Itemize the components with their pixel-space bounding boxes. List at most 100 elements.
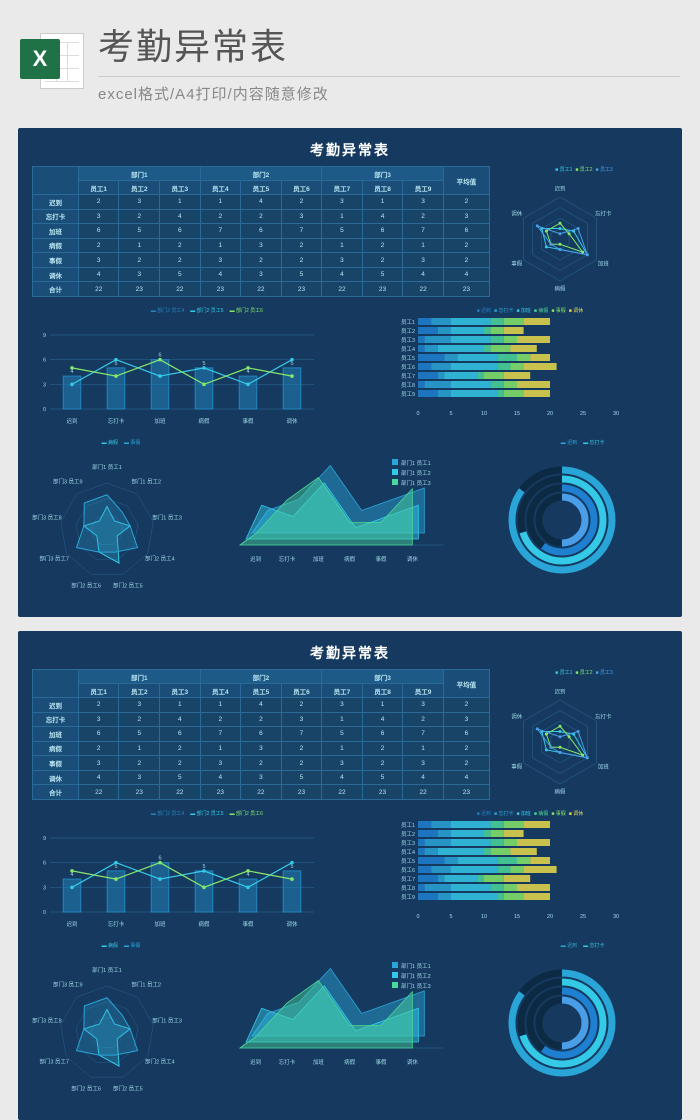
svg-text:25: 25 bbox=[580, 411, 586, 417]
svg-text:部门2 员工4: 部门2 员工4 bbox=[145, 555, 175, 563]
svg-text:员工3: 员工3 bbox=[401, 840, 415, 847]
svg-text:员工1: 员工1 bbox=[401, 319, 415, 326]
svg-text:部门3 员工8: 部门3 员工8 bbox=[32, 513, 62, 521]
svg-text:事假: 事假 bbox=[376, 555, 388, 563]
svg-text:5: 5 bbox=[202, 361, 205, 367]
dashboard-panel: 考勤异常表部门1部门2部门3平均值员工1员工2员工3员工4员工5员工6员工7员工… bbox=[18, 128, 682, 617]
svg-text:员工7: 员工7 bbox=[401, 876, 415, 883]
svg-text:5: 5 bbox=[114, 361, 117, 367]
svg-text:15: 15 bbox=[514, 411, 520, 417]
svg-text:员工2: 员工2 bbox=[401, 328, 415, 335]
svg-text:加班: 加班 bbox=[598, 762, 610, 770]
svg-text:忘打卡: 忘打卡 bbox=[108, 920, 125, 928]
svg-text:4: 4 bbox=[246, 369, 249, 375]
svg-text:加班: 加班 bbox=[313, 1058, 325, 1066]
svg-text:部门3 员工7: 部门3 员工7 bbox=[39, 555, 69, 563]
svg-text:部门1 员工1: 部门1 员工1 bbox=[92, 463, 122, 471]
svg-text:迟到: 迟到 bbox=[66, 920, 77, 928]
svg-text:部门1 员工2: 部门1 员工2 bbox=[131, 477, 161, 485]
svg-text:部门2 员工5: 部门2 员工5 bbox=[113, 1084, 143, 1092]
svg-text:调休: 调休 bbox=[407, 555, 419, 563]
svg-text:20: 20 bbox=[547, 914, 553, 920]
svg-text:加班: 加班 bbox=[313, 555, 325, 563]
svg-text:病假: 病假 bbox=[198, 920, 210, 928]
svg-text:员工6: 员工6 bbox=[401, 364, 415, 371]
svg-text:20: 20 bbox=[547, 411, 553, 417]
svg-text:事假: 事假 bbox=[376, 1058, 388, 1066]
svg-text:部门1 员工1: 部门1 员工1 bbox=[401, 962, 431, 970]
svg-text:部门1 员工3: 部门1 员工3 bbox=[401, 479, 431, 487]
donut-chart: 迟到忘打卡 bbox=[497, 942, 668, 1084]
area-3d-chart: 迟到忘打卡加班病假事假调休部门1 员工1部门1 员工2部门1 员工3 bbox=[220, 439, 487, 571]
svg-text:员工3: 员工3 bbox=[401, 337, 415, 344]
svg-text:调休: 调休 bbox=[511, 712, 523, 720]
svg-text:部门2 员工6: 部门2 员工6 bbox=[71, 1084, 101, 1092]
excel-icon: X bbox=[20, 29, 84, 93]
radar-filled-chart: 病假事假部门1 员工1部门1 员工2部门1 员工3部门2 员工4部门2 员工5部… bbox=[32, 439, 210, 601]
svg-text:加班: 加班 bbox=[154, 920, 166, 928]
svg-text:加班: 加班 bbox=[154, 417, 166, 425]
svg-text:调休: 调休 bbox=[511, 209, 523, 217]
svg-text:调休: 调休 bbox=[286, 920, 298, 928]
svg-text:员工1: 员工1 bbox=[401, 822, 415, 829]
svg-text:调休: 调休 bbox=[286, 417, 298, 425]
svg-text:0: 0 bbox=[43, 910, 46, 916]
svg-text:病假: 病假 bbox=[198, 417, 210, 425]
svg-text:部门3 员工9: 部门3 员工9 bbox=[53, 980, 83, 988]
svg-text:忘打卡: 忘打卡 bbox=[595, 712, 612, 720]
svg-text:部门2 员工5: 部门2 员工5 bbox=[113, 581, 143, 589]
svg-text:部门1 员工2: 部门1 员工2 bbox=[401, 972, 431, 980]
dashboard-title: 考勤异常表 bbox=[32, 140, 668, 160]
svg-text:部门1 员工3: 部门1 员工3 bbox=[152, 513, 182, 521]
svg-text:部门1 员工2: 部门1 员工2 bbox=[401, 469, 431, 477]
combo-bar-line-chart: 部门2 员工4部门2 员工5部门2 员工60369456545迟到忘打卡加班病假… bbox=[32, 307, 382, 429]
svg-text:员工7: 员工7 bbox=[401, 373, 415, 380]
svg-text:部门2 员工4: 部门2 员工4 bbox=[145, 1058, 175, 1066]
radar-chart: 员工1员工2员工3迟到忘打卡加班病假事假调休 bbox=[500, 669, 668, 800]
svg-text:5: 5 bbox=[290, 864, 293, 870]
page-title: 考勤异常表 bbox=[98, 18, 680, 77]
svg-text:15: 15 bbox=[514, 914, 520, 920]
stacked-bar-chart: 迟到忘打卡加班病假事假调休员工1员工2员工3员工4员工5员工6员工7员工8员工9… bbox=[392, 307, 668, 429]
svg-text:6: 6 bbox=[43, 358, 46, 364]
attendance-table: 部门1部门2部门3平均值员工1员工2员工3员工4员工5员工6员工7员工8员工9迟… bbox=[32, 669, 490, 800]
svg-text:6: 6 bbox=[158, 856, 161, 862]
svg-text:6: 6 bbox=[158, 353, 161, 359]
svg-text:5: 5 bbox=[449, 914, 452, 920]
svg-text:0: 0 bbox=[416, 914, 419, 920]
svg-text:员工6: 员工6 bbox=[401, 867, 415, 874]
svg-text:员工2: 员工2 bbox=[401, 831, 415, 838]
attendance-table: 部门1部门2部门3平均值员工1员工2员工3员工4员工5员工6员工7员工8员工9迟… bbox=[32, 166, 490, 297]
svg-text:加班: 加班 bbox=[598, 259, 610, 267]
svg-text:调休: 调休 bbox=[407, 1058, 419, 1066]
svg-text:0: 0 bbox=[43, 407, 46, 413]
dashboard-panel: 考勤异常表部门1部门2部门3平均值员工1员工2员工3员工4员工5员工6员工7员工… bbox=[18, 631, 682, 1120]
svg-text:9: 9 bbox=[43, 836, 46, 842]
svg-text:忘打卡: 忘打卡 bbox=[595, 209, 612, 217]
svg-text:10: 10 bbox=[481, 411, 487, 417]
combo-bar-line-chart: 部门2 员工4部门2 员工5部门2 员工60369456545迟到忘打卡加班病假… bbox=[32, 810, 382, 932]
svg-text:病假: 病假 bbox=[344, 555, 356, 563]
svg-text:事假: 事假 bbox=[511, 762, 523, 770]
svg-text:9: 9 bbox=[43, 333, 46, 339]
svg-text:部门1 员工3: 部门1 员工3 bbox=[401, 982, 431, 990]
svg-text:部门1 员工3: 部门1 员工3 bbox=[152, 1016, 182, 1024]
svg-text:事假: 事假 bbox=[242, 417, 254, 425]
svg-text:4: 4 bbox=[246, 872, 249, 878]
svg-text:部门3 员工7: 部门3 员工7 bbox=[39, 1058, 69, 1066]
svg-text:忘打卡: 忘打卡 bbox=[279, 1058, 296, 1066]
svg-text:员工4: 员工4 bbox=[401, 849, 415, 856]
svg-text:事假: 事假 bbox=[511, 259, 523, 267]
svg-text:5: 5 bbox=[449, 411, 452, 417]
svg-text:5: 5 bbox=[290, 361, 293, 367]
svg-text:4: 4 bbox=[70, 369, 73, 375]
svg-text:员工5: 员工5 bbox=[401, 355, 415, 362]
svg-text:迟到: 迟到 bbox=[66, 417, 77, 425]
svg-text:迟到: 迟到 bbox=[250, 555, 261, 563]
svg-text:部门1 员工1: 部门1 员工1 bbox=[401, 459, 431, 467]
svg-text:部门2 员工6: 部门2 员工6 bbox=[71, 581, 101, 589]
svg-text:6: 6 bbox=[43, 861, 46, 867]
svg-text:病假: 病假 bbox=[344, 1058, 356, 1066]
svg-text:30: 30 bbox=[613, 914, 619, 920]
svg-text:迟到: 迟到 bbox=[250, 1058, 261, 1066]
